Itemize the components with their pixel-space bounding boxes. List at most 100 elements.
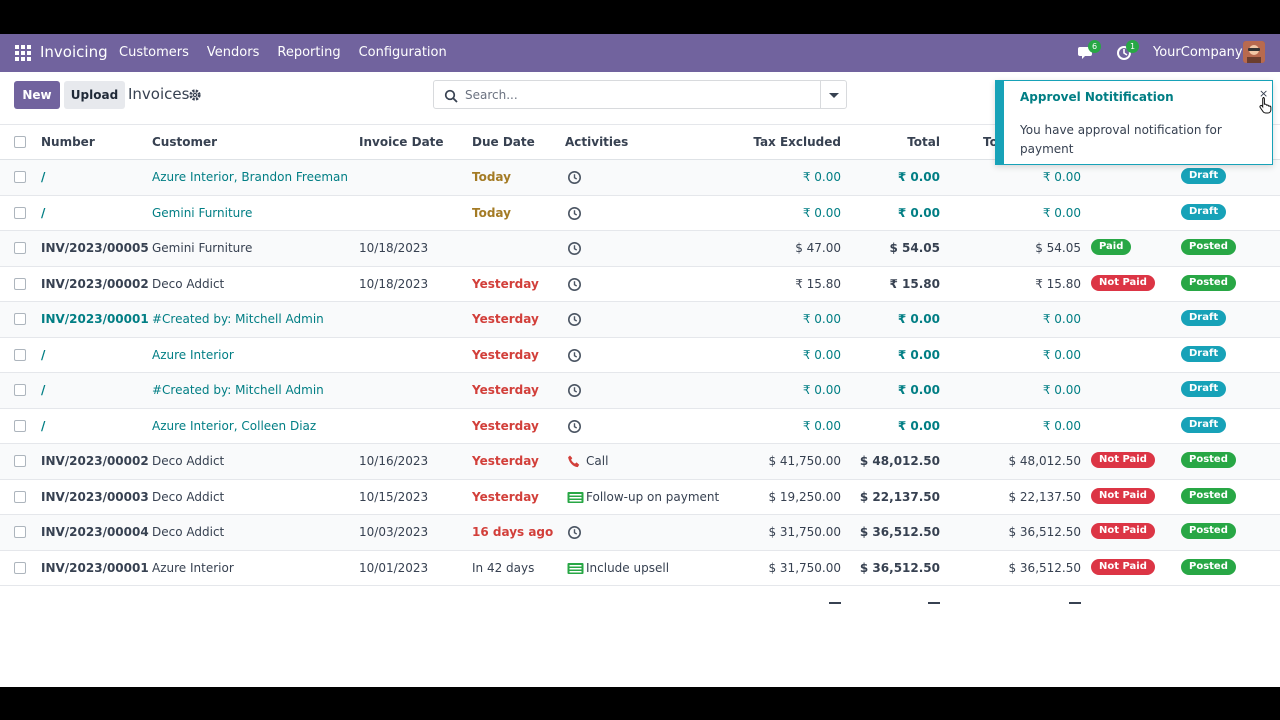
column-header-number[interactable]: Number	[41, 135, 95, 149]
invoice-number: /	[41, 347, 46, 362]
clock-icon[interactable]	[567, 170, 582, 185]
status-badge: Draft	[1181, 203, 1227, 220]
upload-button[interactable]: Upload	[64, 81, 125, 109]
gear-icon[interactable]	[188, 87, 202, 101]
row-checkbox[interactable]	[14, 561, 26, 574]
menu-item-vendors[interactable]: Vendors	[206, 45, 260, 60]
menu-item-configuration[interactable]: Configuration	[358, 45, 447, 60]
app-name[interactable]: Invoicing	[40, 43, 108, 61]
total-currency-amount: $ 36,512.50	[1008, 525, 1081, 539]
total-currency-amount: ₹ 0.00	[1042, 418, 1081, 433]
total-currency-amount: ₹ 0.00	[1042, 205, 1081, 220]
tax-excluded-amount: $ 31,750.00	[768, 560, 841, 575]
table-row[interactable]: INV/2023/00001 #Created by: Mitchell Admi…	[0, 302, 1280, 338]
due-date: Yesterday	[472, 312, 539, 326]
chat-icon[interactable]: 6	[1078, 40, 1101, 62]
invoice-date: 10/18/2023	[359, 241, 429, 255]
row-checkbox[interactable]	[14, 384, 26, 396]
total-currency-amount: $ 22,137.50	[1008, 489, 1081, 504]
total-currency-amount: $ 54.05	[1035, 241, 1081, 255]
status-badge: Posted	[1181, 239, 1236, 255]
column-header-due-date[interactable]: Due Date	[472, 135, 535, 149]
invoice-number: INV/2023/00002	[41, 276, 149, 291]
search-options-toggle[interactable]	[820, 80, 847, 109]
money-icon[interactable]	[567, 490, 584, 505]
search-input[interactable]: Search...	[433, 80, 821, 109]
status-badge: Draft	[1181, 345, 1227, 362]
table-header: Number Customer Invoice Date Due Date Ac…	[0, 124, 1280, 160]
customer-name: Gemini Furniture	[152, 205, 253, 220]
row-checkbox[interactable]	[14, 277, 26, 290]
column-header-invoice-date[interactable]: Invoice Date	[359, 135, 444, 149]
total-amount: $ 36,512.50	[859, 560, 940, 575]
menu-item-customers[interactable]: Customers	[119, 45, 189, 60]
user-avatar[interactable]	[1243, 41, 1265, 63]
table-row[interactable]: / #Created by: Mitchell Admin Yesterday ₹ 0…	[0, 373, 1280, 409]
row-checkbox[interactable]	[14, 419, 26, 432]
clock-icon[interactable]	[567, 525, 582, 540]
due-date: In 42 days	[472, 560, 535, 575]
total-amount: $ 22,137.50	[859, 489, 940, 504]
table-row[interactable]: INV/2023/00002 Deco Addict 10/18/2023 Yeste…	[0, 267, 1280, 302]
row-checkbox[interactable]	[14, 348, 26, 361]
table-row[interactable]: / Gemini Furniture Today ₹ 0.00 ₹ 0.00 ₹ 0.00…	[0, 196, 1280, 231]
phone-icon[interactable]	[567, 454, 582, 469]
app-grid-icon[interactable]	[15, 45, 31, 61]
messages-count-badge: 6	[1088, 40, 1101, 53]
clock-icon[interactable]	[567, 348, 582, 363]
column-header-total-currency[interactable]: To	[983, 135, 998, 149]
status-badge: Posted	[1181, 523, 1236, 539]
table-row[interactable]: INV/2023/00004 Deco Addict 10/03/2023 16 da…	[0, 515, 1280, 551]
activity-clock-icon[interactable]: 1	[1116, 40, 1139, 62]
invoice-number: /	[41, 383, 46, 397]
select-all-checkbox[interactable]	[14, 136, 26, 148]
due-date: Today	[472, 205, 511, 220]
row-checkbox[interactable]	[14, 490, 26, 503]
approval-notification: Approvel Notitification × You have appro…	[995, 80, 1273, 165]
clock-icon[interactable]	[567, 206, 582, 221]
row-checkbox[interactable]	[14, 206, 26, 219]
clock-icon[interactable]	[567, 312, 582, 327]
invoice-number: INV/2023/00002	[41, 454, 149, 468]
column-header-tax-excluded[interactable]: Tax Excluded	[753, 135, 841, 149]
screen: Invoicing Customers Vendors Reporting Co…	[0, 34, 1280, 687]
due-date: Yesterday	[472, 276, 539, 291]
table-row[interactable]: / Azure Interior Yesterday ₹ 0.00 ₹ 0.00 ₹ 0.…	[0, 338, 1280, 373]
close-icon[interactable]: ×	[1259, 87, 1269, 100]
money-icon[interactable]	[567, 561, 584, 576]
row-checkbox[interactable]	[14, 313, 26, 325]
table-row[interactable]: INV/2023/00005 Gemini Furniture 10/18/2023…	[0, 231, 1280, 267]
invoice-number: INV/2023/00001	[41, 560, 149, 575]
company-switcher[interactable]: YourCompany	[1153, 45, 1243, 60]
row-checkbox[interactable]	[14, 242, 26, 254]
activities-count-badge: 1	[1126, 40, 1139, 53]
clock-icon[interactable]	[567, 277, 582, 292]
row-checkbox[interactable]	[14, 455, 26, 467]
tax-excluded-amount: $ 19,250.00	[768, 489, 841, 504]
menu-item-reporting[interactable]: Reporting	[277, 45, 341, 60]
invoice-number: /	[41, 170, 46, 184]
tax-excluded-amount: ₹ 0.00	[802, 205, 841, 220]
total-amount: $ 54.05	[889, 241, 940, 255]
table-row[interactable]: INV/2023/00002 Deco Addict 10/16/2023 Yeste…	[0, 444, 1280, 480]
new-button[interactable]: New	[14, 81, 60, 109]
column-header-customer[interactable]: Customer	[152, 135, 218, 149]
column-header-total[interactable]: Total	[907, 135, 940, 149]
table-row[interactable]: INV/2023/00003 Deco Addict 10/15/2023 Yeste…	[0, 480, 1280, 515]
row-checkbox[interactable]	[14, 171, 26, 183]
tax-excluded-amount: ₹ 0.00	[802, 418, 841, 433]
column-header-activities[interactable]: Activities	[565, 135, 629, 149]
payment-status-badge: Not Paid	[1091, 523, 1155, 539]
clock-icon[interactable]	[567, 383, 582, 398]
tax-excluded-amount: $ 31,750.00	[768, 525, 841, 539]
due-date: Today	[472, 170, 511, 184]
table-row[interactable]: / Azure Interior, Colleen Diaz Yesterday ₹ …	[0, 409, 1280, 444]
row-checkbox[interactable]	[14, 526, 26, 538]
table-row[interactable]: / Azure Interior, Brandon Freeman Today ₹ 0…	[0, 160, 1280, 196]
invoice-date: 10/16/2023	[359, 454, 429, 468]
customer-name: Gemini Furniture	[152, 241, 253, 255]
table-row[interactable]: INV/2023/00001 Azure Interior 10/01/2023 In…	[0, 551, 1280, 586]
clock-icon[interactable]	[567, 241, 582, 256]
clock-icon[interactable]	[567, 419, 582, 434]
total-amount: ₹ 0.00	[897, 418, 940, 433]
